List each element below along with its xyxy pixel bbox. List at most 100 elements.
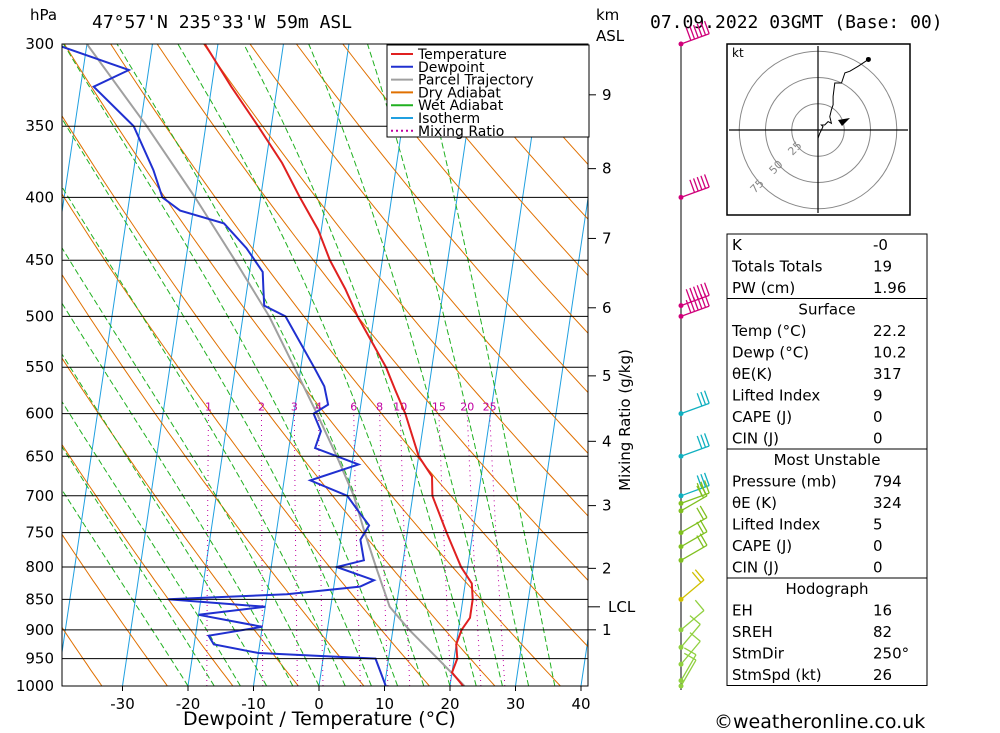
legend-entry: Temperature bbox=[417, 47, 507, 63]
wind-barb-feather bbox=[703, 472, 710, 486]
pressure-tick-label: 850 bbox=[25, 590, 54, 608]
wind-barb-feather bbox=[699, 483, 708, 497]
dry-adiabat-line bbox=[249, 44, 588, 455]
wind-barb-shaft bbox=[680, 495, 708, 512]
wind-barb-shaft bbox=[680, 305, 710, 318]
wind-barb-feather bbox=[696, 295, 703, 310]
wind-barb-feather bbox=[703, 282, 710, 296]
dry-adiabat-line bbox=[62, 115, 496, 686]
legend-entry: Dry Adiabat bbox=[418, 85, 501, 101]
mixing-ratio-label: 6 bbox=[350, 401, 357, 414]
index-value: 794 bbox=[873, 473, 902, 491]
isotherm-line bbox=[384, 44, 481, 686]
km-tick-label: 5 bbox=[602, 367, 612, 385]
index-label: Lifted Index bbox=[732, 387, 820, 405]
mixing-ratio-line bbox=[379, 413, 389, 686]
wind-barb-feather bbox=[703, 20, 710, 34]
pressure-tick-label: 400 bbox=[25, 188, 54, 206]
pressure-tick-label: 1000 bbox=[16, 677, 54, 695]
wind-barb-shaft bbox=[680, 531, 708, 548]
index-box bbox=[726, 577, 928, 686]
wind-barb-shaft bbox=[680, 517, 708, 534]
x-tick-label: 40 bbox=[571, 695, 590, 713]
wind-barb-feather bbox=[696, 435, 703, 449]
wind-barb-feather bbox=[683, 652, 697, 661]
wind-barb-feather bbox=[700, 22, 707, 36]
pressure-tick-label: 300 bbox=[25, 35, 54, 53]
wind-barb-feather bbox=[700, 175, 707, 189]
x-tick-label: 30 bbox=[506, 695, 525, 713]
wind-barb-feather bbox=[691, 571, 702, 583]
index-value: 82 bbox=[873, 623, 892, 641]
index-label: EH bbox=[732, 602, 753, 620]
pressure-tick-label: 350 bbox=[25, 117, 54, 135]
wind-barb-feather bbox=[700, 391, 707, 405]
wind-barb-shaft bbox=[680, 402, 710, 415]
index-value: 5 bbox=[873, 516, 883, 534]
x-tick-label: -20 bbox=[176, 695, 201, 713]
km-tick-label: 8 bbox=[602, 160, 612, 178]
wind-barb-feather bbox=[699, 519, 708, 532]
wind-barb-feather bbox=[685, 27, 692, 41]
wind-barb-shaft bbox=[680, 610, 705, 631]
wind-barb-feather bbox=[689, 298, 696, 312]
lcl-label: LCL bbox=[608, 598, 636, 616]
index-value: 22.2 bbox=[873, 322, 906, 340]
index-label: Temp (°C) bbox=[731, 322, 806, 340]
km-tick-label: 7 bbox=[602, 229, 612, 247]
indices-table: K -0 Totals Totals 19 PW (cm) 1.96 Surface Temp… bbox=[726, 233, 928, 686]
x-tick-label: -10 bbox=[241, 695, 266, 713]
wind-barb-feather bbox=[696, 176, 703, 191]
pressure-tick-label: 550 bbox=[25, 358, 54, 376]
isotherm-line bbox=[449, 44, 546, 686]
mixing-ratio-label: 3 bbox=[291, 401, 298, 414]
km-tick-label: 9 bbox=[602, 86, 612, 104]
index-label: CIN (J) bbox=[732, 559, 779, 577]
index-label: θE (K) bbox=[732, 494, 777, 512]
wind-barb-feather bbox=[696, 23, 703, 37]
index-value: 324 bbox=[873, 494, 902, 512]
index-label: CAPE (J) bbox=[732, 537, 792, 555]
km-tick-label: 3 bbox=[602, 497, 612, 515]
legend-entry: Parcel Trajectory bbox=[418, 73, 534, 89]
pressure-tick-label: 600 bbox=[25, 405, 54, 423]
wind-barb-feather bbox=[700, 434, 707, 448]
mixing-ratio-label: 4 bbox=[315, 401, 322, 414]
wind-barb-shaft bbox=[680, 659, 697, 687]
pressure-tick-label: 700 bbox=[25, 487, 54, 505]
axes: 3003504004505005506006507007508008509009… bbox=[16, 35, 636, 713]
asl-unit-label: ASL bbox=[596, 27, 625, 45]
index-value: 0 bbox=[873, 430, 883, 448]
wind-barb-shaft bbox=[680, 579, 705, 600]
mixing-ratio-line bbox=[293, 413, 298, 686]
x-tick-label: 10 bbox=[375, 695, 394, 713]
index-value: 10.2 bbox=[873, 344, 906, 362]
wind-barbs bbox=[678, 20, 710, 689]
index-value: 317 bbox=[873, 365, 902, 383]
wind-barb-feather bbox=[685, 299, 692, 314]
mixing-ratio-label: 2 bbox=[258, 401, 265, 414]
index-section-title: Hodograph bbox=[785, 580, 868, 598]
wind-barb-feather bbox=[696, 521, 705, 534]
pressure-tick-label: 650 bbox=[25, 447, 54, 465]
wind-barb-feather bbox=[696, 485, 705, 499]
wind-barb-shaft bbox=[680, 623, 701, 648]
pressure-tick-label: 500 bbox=[25, 307, 54, 325]
mixing-ratio-line bbox=[438, 413, 452, 686]
datetime-title: 07.09.2022 03GMT (Base: 00) bbox=[650, 12, 943, 33]
index-label: Dewp (°C) bbox=[732, 344, 809, 362]
wind-barb-shaft bbox=[680, 33, 710, 45]
pressure-tick-label: 800 bbox=[25, 558, 54, 576]
dry-adiabat-line bbox=[296, 44, 588, 394]
wind-barb-feather bbox=[696, 393, 703, 407]
pressure-tick-label: 950 bbox=[25, 650, 54, 668]
x-tick-label: 0 bbox=[314, 695, 324, 713]
isotherm-line bbox=[0, 44, 21, 686]
legend-entry: Mixing Ratio bbox=[418, 124, 504, 140]
wind-barb-feather bbox=[696, 507, 705, 520]
wet-adiabat-line bbox=[62, 186, 346, 686]
mixing-ratio-line bbox=[318, 413, 324, 686]
